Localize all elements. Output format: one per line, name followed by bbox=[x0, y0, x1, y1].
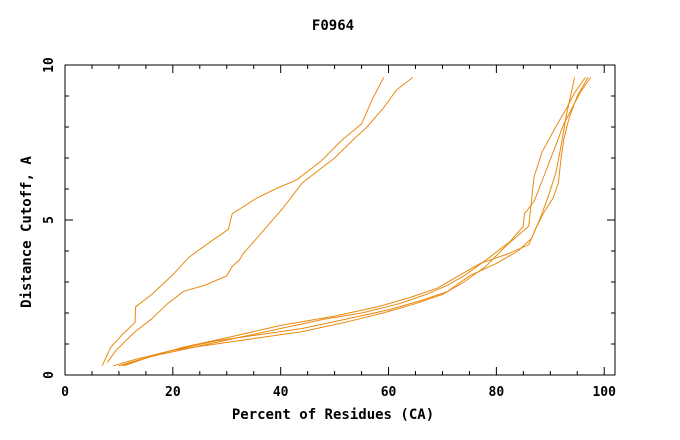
y-tick-label: 5 bbox=[42, 216, 57, 224]
axis-tick-labels: 0 20 40 60 80 100 0 5 10 bbox=[42, 57, 616, 400]
x-tick-label: 20 bbox=[165, 385, 181, 400]
series-line-6 bbox=[124, 77, 589, 367]
chart-title: F0964 bbox=[312, 18, 354, 34]
series-line-4 bbox=[113, 77, 586, 367]
series-line-2 bbox=[106, 77, 414, 363]
series-lines bbox=[101, 77, 592, 367]
x-tick-label: 60 bbox=[381, 385, 397, 400]
series-line-5 bbox=[121, 77, 592, 367]
x-axis-label: Percent of Residues (CA) bbox=[232, 407, 434, 423]
axis-ticks bbox=[64, 64, 615, 376]
x-tick-label: 100 bbox=[592, 385, 616, 400]
x-tick-label: 40 bbox=[273, 385, 289, 400]
x-tick-label: 80 bbox=[489, 385, 505, 400]
plot-frame bbox=[64, 64, 616, 376]
y-tick-label: 10 bbox=[42, 57, 57, 73]
x-tick-label: 0 bbox=[61, 385, 69, 400]
y-axis-label: Distance Cutoff, A bbox=[19, 156, 35, 308]
y-tick-label: 0 bbox=[42, 371, 57, 379]
series-line-3 bbox=[118, 77, 576, 367]
series-line-1 bbox=[101, 77, 385, 366]
